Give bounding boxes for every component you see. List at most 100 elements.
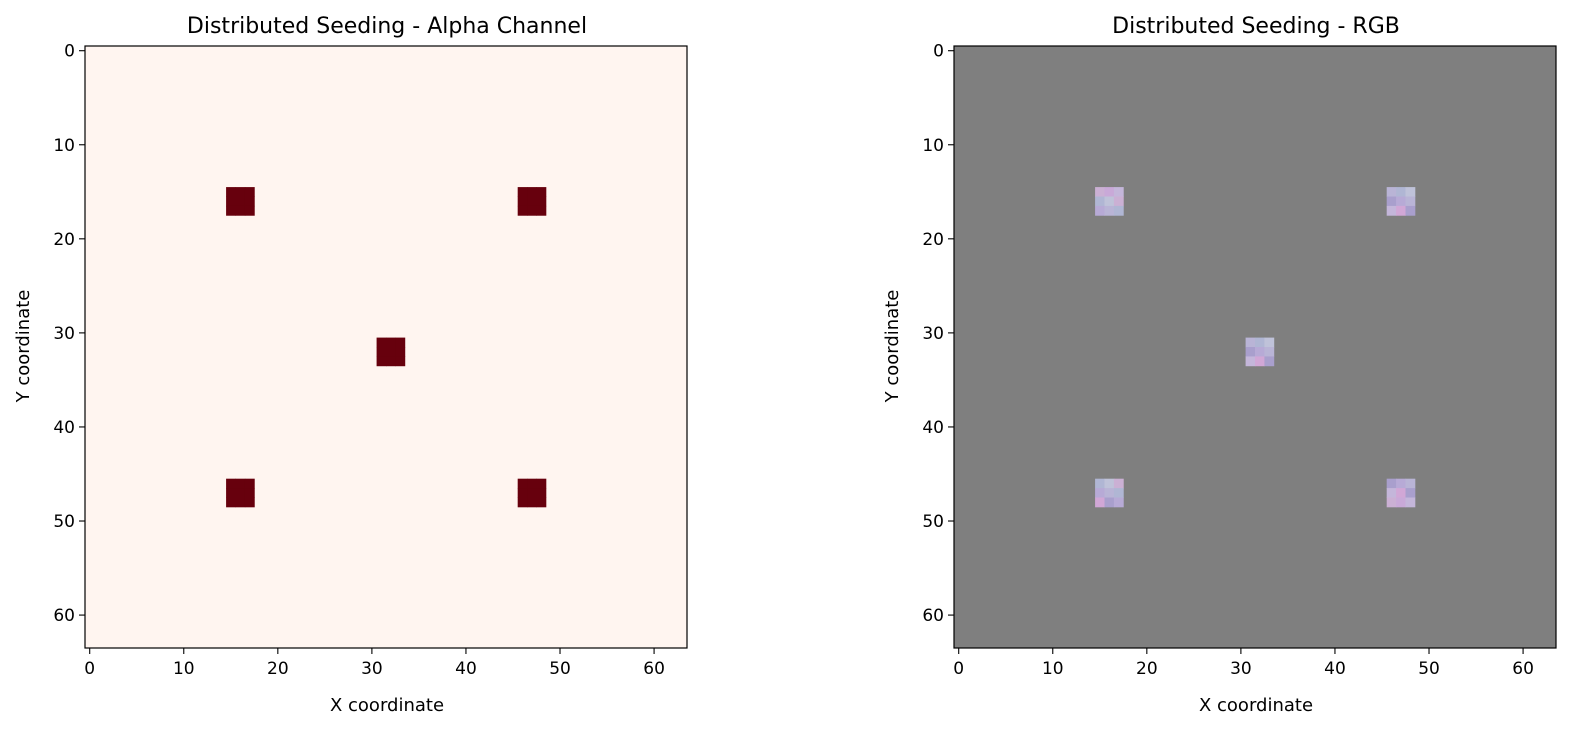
rgb-seed-cell (1396, 478, 1406, 489)
rgb-seed-cell (1095, 488, 1105, 498)
rgb-y-tick-label: 20 (922, 230, 944, 250)
alpha-seed-cell (376, 356, 387, 367)
rgb-seed-cell (1405, 205, 1416, 216)
alpha-x-axis-label: X coordinate (330, 695, 444, 716)
rgb-seed-cell (1245, 347, 1256, 357)
rgb-x-tick-label: 60 (1512, 659, 1534, 679)
rgb-seed-cell (1104, 187, 1115, 197)
rgb-chart-title: Distributed Seeding - RGB (1112, 14, 1400, 39)
rgb-seed-cell (1386, 497, 1397, 508)
rgb-seed-cell (1386, 196, 1397, 207)
rgb-seed-cell (1113, 187, 1124, 197)
alpha-seed-cell (517, 205, 528, 216)
alpha-seed-cell (395, 337, 406, 348)
rgb-y-tick-label: 0 (933, 42, 944, 62)
alpha-seed-cell (536, 205, 547, 216)
rgb-x-tick-label: 10 (1042, 659, 1064, 679)
alpha-channel-subplot: Distributed Seeding - Alpha Channel 0 10 2… (13, 14, 688, 716)
alpha-x-tick-label: 50 (549, 659, 571, 679)
rgb-seed-cell (1264, 356, 1275, 367)
rgb-plot-frame (953, 45, 1557, 649)
rgb-seed-cell (1264, 347, 1275, 357)
rgb-seed-cell (1104, 205, 1115, 216)
alpha-x-tick-label: 20 (267, 659, 289, 679)
alpha-seed-cell (235, 497, 246, 508)
alpha-seed-cell (244, 196, 255, 207)
alpha-y-axis-label: Y coordinate (13, 290, 34, 404)
alpha-seed-cell (517, 497, 528, 508)
alpha-seed-cell (517, 478, 528, 489)
rgb-y-axis-label: Y coordinate (882, 290, 903, 404)
alpha-seed-cell (536, 196, 547, 207)
rgb-seed-cell (1405, 488, 1416, 498)
rgb-seed-cell (1405, 478, 1416, 489)
alpha-seed-cell (244, 187, 255, 197)
rgb-seed-cell (1405, 196, 1416, 207)
alpha-seed-cell (527, 497, 537, 508)
rgb-seed-cell (1095, 196, 1105, 207)
alpha-x-tick-label: 40 (455, 659, 477, 679)
rgb-seed-cell (1104, 488, 1115, 498)
alpha-seed-cell (536, 478, 547, 489)
rgb-seed-cell (1095, 497, 1105, 508)
rgb-seed-cell (1095, 478, 1105, 489)
alpha-x-tick-label: 0 (84, 659, 95, 679)
rgb-seed-cell (1396, 488, 1406, 498)
alpha-seed-cell (527, 488, 537, 498)
alpha-seed-cell (376, 347, 387, 357)
alpha-seed-cell (536, 187, 547, 197)
rgb-subplot: Distributed Seeding - RGB 0 10 20 30 40 50 600… (882, 14, 1557, 716)
rgb-y-tick-label: 30 (922, 324, 944, 344)
rgb-seed-cell (1104, 196, 1115, 207)
rgb-seed-cell (1113, 488, 1124, 498)
alpha-seed-cell (395, 347, 406, 357)
rgb-axis-ticks: 0 10 20 30 40 50 60 0 10 20 30 40 50 60 (922, 42, 1534, 679)
rgb-y-tick-label: 10 (922, 136, 944, 156)
rgb-seed-cell (1264, 337, 1275, 348)
rgb-y-tick-label: 60 (922, 606, 944, 626)
alpha-seed-cell (244, 488, 255, 498)
alpha-plot-frame (84, 45, 688, 649)
alpha-seed-cell (527, 205, 537, 216)
rgb-seed-cell (1396, 205, 1406, 216)
alpha-heatmap-area (84, 45, 688, 649)
alpha-seed-cell (226, 205, 236, 216)
alpha-seed-cell (235, 187, 246, 197)
alpha-seed-cell (517, 187, 528, 197)
alpha-seed-cell (527, 196, 537, 207)
rgb-seed-cell (1405, 187, 1416, 197)
alpha-chart-title: Distributed Seeding - Alpha Channel (187, 14, 587, 39)
rgb-seed-cell (1386, 478, 1397, 489)
rgb-seed-cell (1255, 356, 1265, 367)
rgb-seed-cell (1396, 196, 1406, 207)
rgb-seed-cell (1095, 187, 1105, 197)
alpha-seed-cell (244, 478, 255, 489)
rgb-heatmap-area (953, 45, 1557, 649)
rgb-seed-cell (1255, 337, 1265, 348)
rgb-x-tick-label: 30 (1230, 659, 1252, 679)
alpha-seed-cell (244, 205, 255, 216)
rgb-seed-cell (1386, 187, 1397, 197)
alpha-y-tick-label: 10 (53, 136, 75, 156)
alpha-seed-cell (386, 337, 396, 348)
alpha-seed-cell (244, 497, 255, 508)
alpha-y-tick-label: 0 (64, 42, 75, 62)
rgb-x-tick-label: 0 (953, 659, 964, 679)
alpha-seed-cell (226, 497, 236, 508)
rgb-seed-cell (1405, 497, 1416, 508)
alpha-seed-cell (226, 187, 236, 197)
alpha-seed-cell (386, 347, 396, 357)
alpha-x-tick-label: 30 (361, 659, 383, 679)
alpha-seed-cell (517, 488, 528, 498)
rgb-seed-cell (1245, 337, 1256, 348)
alpha-seed-cell (536, 488, 547, 498)
alpha-seed-cell (376, 337, 387, 348)
alpha-seed-cell (235, 205, 246, 216)
alpha-seed-cell (226, 488, 236, 498)
rgb-seed-cell (1104, 497, 1115, 508)
alpha-seed-cell (235, 196, 246, 207)
rgb-x-tick-label: 50 (1418, 659, 1440, 679)
alpha-y-tick-label: 60 (53, 606, 75, 626)
rgb-y-tick-label: 50 (922, 512, 944, 532)
rgb-seed-cell (1113, 478, 1124, 489)
